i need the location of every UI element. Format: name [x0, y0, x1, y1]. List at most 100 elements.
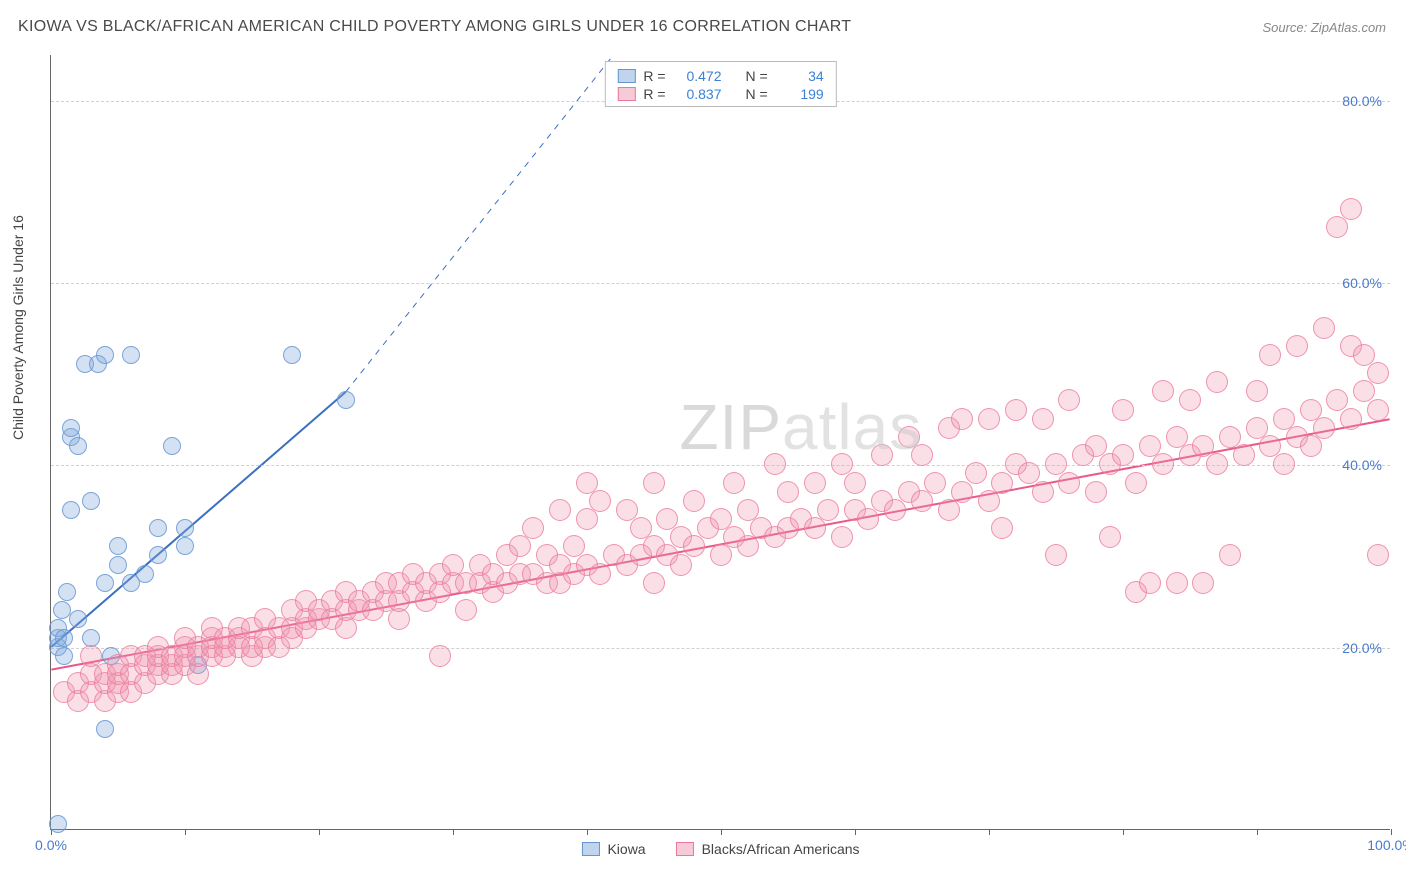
- data-point: [1058, 472, 1080, 494]
- data-point: [1233, 444, 1255, 466]
- data-point: [1219, 544, 1241, 566]
- data-point: [844, 472, 866, 494]
- data-point: [337, 391, 355, 409]
- data-point: [122, 346, 140, 364]
- data-point: [1005, 399, 1027, 421]
- data-point: [1340, 408, 1362, 430]
- data-point: [817, 499, 839, 521]
- data-point: [1032, 408, 1054, 430]
- data-point: [96, 346, 114, 364]
- legend-swatch: [617, 69, 635, 83]
- data-point: [938, 499, 960, 521]
- data-point: [951, 481, 973, 503]
- data-point: [283, 346, 301, 364]
- data-point: [55, 629, 73, 647]
- data-point: [683, 535, 705, 557]
- y-tick-label: 20.0%: [1342, 640, 1382, 656]
- gridline: [51, 283, 1390, 284]
- data-point: [1206, 371, 1228, 393]
- data-point: [109, 556, 127, 574]
- data-point: [1045, 544, 1067, 566]
- data-point: [1367, 362, 1389, 384]
- legend-label: Blacks/African Americans: [702, 841, 860, 857]
- data-point: [1326, 216, 1348, 238]
- data-point: [965, 462, 987, 484]
- legend-swatch: [617, 87, 635, 101]
- data-point: [1112, 444, 1134, 466]
- x-tick: [1391, 829, 1392, 835]
- x-tick: [1257, 829, 1258, 835]
- x-tick: [319, 829, 320, 835]
- legend-row: R =0.472N =34: [617, 68, 823, 84]
- data-point: [1152, 380, 1174, 402]
- x-tick: [855, 829, 856, 835]
- data-point: [1313, 417, 1335, 439]
- data-point: [991, 472, 1013, 494]
- data-point: [991, 517, 1013, 539]
- data-point: [522, 517, 544, 539]
- data-point: [49, 815, 67, 833]
- data-point: [911, 444, 933, 466]
- data-point: [163, 437, 181, 455]
- data-point: [710, 544, 732, 566]
- data-point: [911, 490, 933, 512]
- data-point: [429, 645, 451, 667]
- data-point: [871, 444, 893, 466]
- trend-lines: [51, 55, 1390, 829]
- data-point: [1313, 317, 1335, 339]
- data-point: [149, 519, 167, 537]
- data-point: [1085, 481, 1107, 503]
- data-point: [683, 490, 705, 512]
- y-tick-label: 40.0%: [1342, 457, 1382, 473]
- data-point: [1340, 198, 1362, 220]
- data-point: [1367, 399, 1389, 421]
- data-point: [831, 526, 853, 548]
- y-tick-label: 60.0%: [1342, 275, 1382, 291]
- x-tick: [721, 829, 722, 835]
- legend-swatch: [676, 842, 694, 856]
- data-point: [723, 472, 745, 494]
- data-point: [951, 408, 973, 430]
- data-point: [69, 437, 87, 455]
- data-point: [176, 519, 194, 537]
- data-point: [509, 535, 531, 557]
- legend-item: Kiowa: [581, 841, 645, 857]
- data-point: [176, 537, 194, 555]
- data-point: [1300, 435, 1322, 457]
- data-point: [978, 408, 1000, 430]
- series-legend: Kiowa Blacks/African Americans: [581, 841, 859, 857]
- data-point: [1166, 572, 1188, 594]
- data-point: [1367, 544, 1389, 566]
- correlation-legend: R =0.472N =34 R =0.837N =199: [604, 61, 836, 107]
- data-point: [1099, 526, 1121, 548]
- data-point: [55, 647, 73, 665]
- x-tick: [453, 829, 454, 835]
- data-point: [1192, 572, 1214, 594]
- data-point: [804, 472, 826, 494]
- chart-title: KIOWA VS BLACK/AFRICAN AMERICAN CHILD PO…: [18, 18, 851, 36]
- data-point: [737, 535, 759, 557]
- x-tick: [185, 829, 186, 835]
- data-point: [857, 508, 879, 530]
- data-point: [589, 563, 611, 585]
- data-point: [1125, 472, 1147, 494]
- legend-swatch: [581, 842, 599, 856]
- data-point: [1032, 481, 1054, 503]
- data-point: [670, 554, 692, 576]
- data-point: [136, 565, 154, 583]
- data-point: [764, 453, 786, 475]
- data-point: [643, 572, 665, 594]
- scatter-plot: ZIPatlas R =0.472N =34R =0.837N =199 Kio…: [50, 55, 1390, 830]
- legend-row: R =0.837N =199: [617, 86, 823, 102]
- data-point: [82, 492, 100, 510]
- data-point: [58, 583, 76, 601]
- x-tick: [989, 829, 990, 835]
- x-tick: [587, 829, 588, 835]
- x-tick-label: 0.0%: [35, 837, 67, 853]
- data-point: [777, 481, 799, 503]
- legend-item: Blacks/African Americans: [676, 841, 860, 857]
- data-point: [978, 490, 1000, 512]
- data-point: [96, 574, 114, 592]
- data-point: [924, 472, 946, 494]
- data-point: [804, 517, 826, 539]
